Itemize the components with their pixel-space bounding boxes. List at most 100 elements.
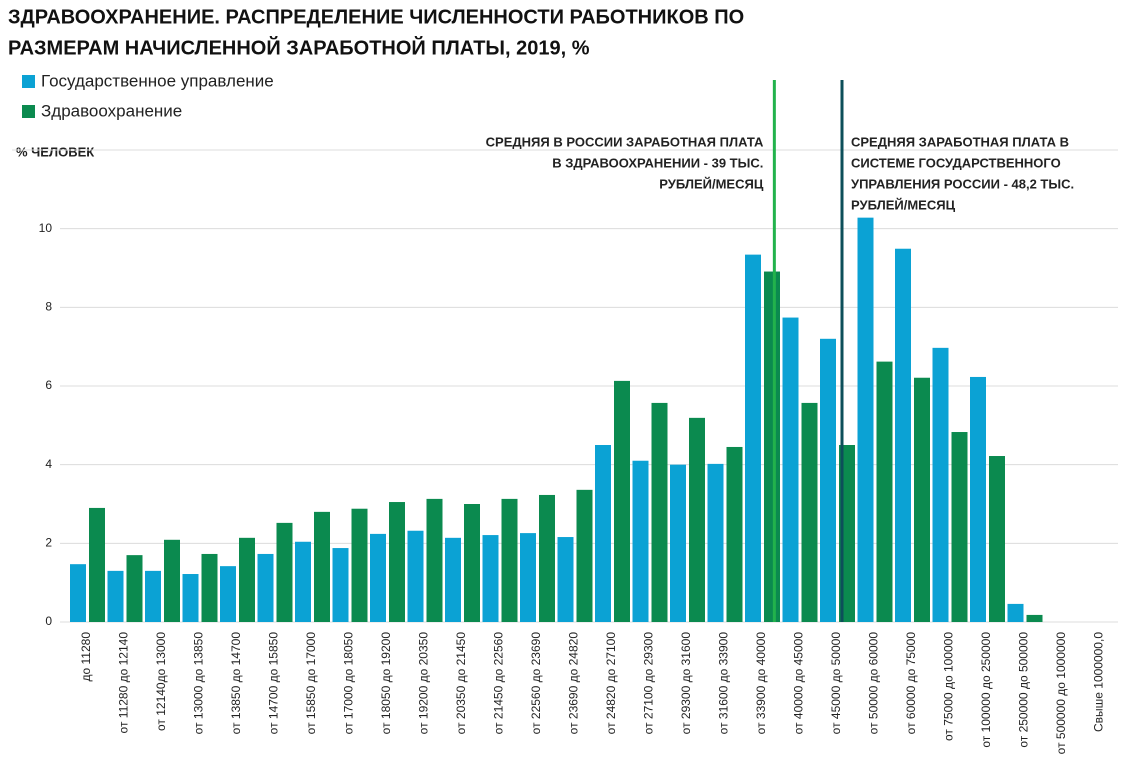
x-tick-label: от 22560 до 23690 [529,632,543,735]
y-tick-label: 10 [39,221,53,235]
annotation: В ЗДРАВООХРАНЕНИИ - 39 ТЫС. [552,155,763,170]
y-tick-label: 4 [45,457,52,471]
legend-swatch [22,105,35,118]
bar [595,445,611,622]
x-tick-label: от 20350 до 21450 [454,632,468,735]
x-tick-label: от 12140до 13000 [154,632,168,731]
x-tick-label: от 75000 до 100000 [941,632,955,741]
bar [614,380,630,622]
x-tick-label: от 500000 до 1000000 [1054,632,1068,755]
x-tick-label: от 100000 до 250000 [979,632,993,748]
bar [164,539,180,622]
bar [314,511,330,622]
x-tick-label: от 17000 до 18050 [341,632,355,735]
x-tick-label: от 14700 до 15850 [266,632,280,735]
bar [932,347,949,622]
x-tick-label: от 27100 до 29300 [641,632,655,735]
bar [557,537,574,622]
bar [707,463,724,622]
bar [257,553,274,622]
y-axis-label: % ЧЕЛОВЕК [16,144,94,159]
bar [764,271,780,622]
chart-title: РАЗМЕРАМ НАЧИСЛЕННОЙ ЗАРАБОТНОЙ ПЛАТЫ, 2… [8,35,590,59]
x-tick-label: до 11280 [79,632,93,682]
bar [201,553,218,622]
annotation: РУБЛЕЙ/МЕСЯЦ [851,197,956,212]
bar [1026,614,1043,622]
bar [276,522,293,622]
x-tick-label: от 29300 до 31600 [679,632,693,735]
bar [182,574,199,622]
chart-title: ЗДРАВООХРАНЕНИЕ. РАСПРЕДЕЛЕНИЕ ЧИСЛЕННОС… [8,6,744,28]
x-tick-label: от 11280 до 12140 [116,632,130,734]
x-tick-label: от 23690 до 24820 [566,632,580,735]
bar [989,456,1005,622]
bar [126,555,143,622]
x-tick-label: Свыше 1000000,0 [1091,632,1105,732]
y-tick-label: 6 [45,378,52,392]
bar [1007,603,1024,622]
bar [520,533,536,622]
annotation: СРЕДНЯЯ ЗАРАБОТНАЯ ПЛАТА В [851,134,1069,149]
bar [89,507,105,622]
bar [670,464,686,622]
bar [895,248,911,622]
bar [782,317,799,622]
bar [914,377,930,622]
y-tick-label: 8 [45,300,52,314]
x-tick-label: от 250000 до 500000 [1016,632,1030,748]
bar [689,417,705,622]
bar [632,460,649,622]
bar [332,548,349,622]
annotation: РУБЛЕЙ/МЕСЯЦ [659,176,764,191]
bar [220,566,236,622]
bar [426,498,443,622]
bar [970,376,986,622]
x-tick-label: от 31600 до 33900 [716,632,730,735]
bar [501,498,518,622]
annotation: СИСТЕМЕ ГОСУДАРСТВЕННОГО [851,155,1061,170]
legend-swatch [22,75,35,88]
x-tick-label: от 21450 до 22560 [491,632,505,735]
x-tick-label: от 13000 до 13850 [191,632,205,735]
bar [726,446,743,622]
bar [351,508,368,622]
bar [407,530,424,622]
bar [951,432,968,622]
x-tick-label: от 45000 до 50000 [829,632,843,735]
legend-label: Здравоохранение [41,101,182,120]
legend-label: Государственное управление [41,71,274,90]
bar [820,338,836,622]
bar [876,361,893,622]
y-tick-label: 0 [45,614,52,628]
x-tick-label: от 33900 до 40000 [754,632,768,735]
x-tick-label: от 60000 до 75000 [904,632,918,735]
x-tick-label: от 40000 до 45000 [791,632,805,735]
bar [295,541,311,622]
bar [445,537,461,622]
x-tick-label: от 24820 до 27100 [604,632,618,735]
bar [70,564,86,622]
bar [464,504,480,622]
bar [857,217,874,623]
x-tick-label: от 13850 до 14700 [229,632,243,735]
bar [239,537,255,622]
bar [107,570,124,622]
bar [539,494,555,622]
x-tick-label: от 50000 до 60000 [866,632,880,735]
bar [145,570,161,622]
bar [745,254,761,623]
y-tick-label: 2 [45,536,52,550]
bar [651,402,668,622]
annotation: УПРАВЛЕНИЯ РОССИИ - 48,2 ТЫС. [851,176,1074,191]
x-tick-label: от 18050 до 19200 [379,632,393,735]
annotation: СРЕДНЯЯ В РОССИИ ЗАРАБОТНАЯ ПЛАТА [486,134,764,149]
bar [576,489,593,622]
bar [389,502,405,622]
bar [370,533,386,622]
x-tick-label: от 15850 до 17000 [304,632,318,735]
bar [801,402,818,622]
x-tick-label: от 19200 до 20350 [416,632,430,735]
bar [482,535,499,622]
